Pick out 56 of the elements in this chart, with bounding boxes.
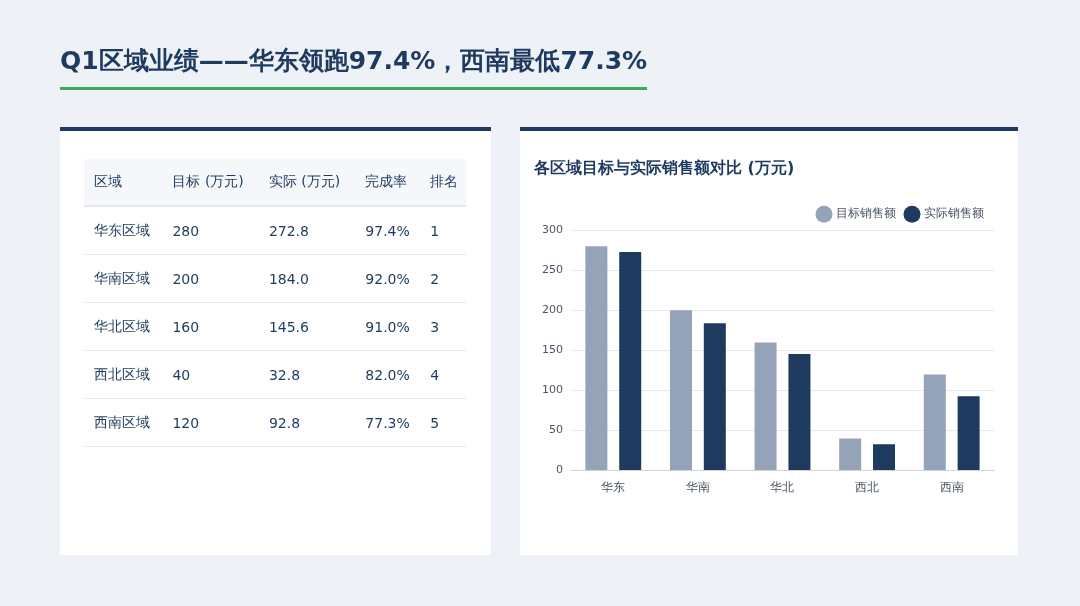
data-label: 145.6 — [258, 302, 356, 351]
data-label: 200 — [162, 254, 259, 303]
data-label: 3 — [420, 302, 466, 351]
x-tick-label: 目标 (万元) — [162, 159, 259, 206]
bar — [754, 342, 777, 471]
data-label: 4 — [420, 350, 466, 399]
y-tick-label: 华东区域 — [84, 206, 163, 255]
data-label: 120 — [162, 398, 259, 447]
data-label: 77.3% — [355, 398, 421, 447]
bar — [669, 310, 692, 471]
data-label: 5 — [420, 398, 466, 447]
y-axis-title: 区域 — [84, 159, 163, 206]
y-tick-label: 华北区域 — [84, 302, 163, 351]
chart-title: 各区域目标与实际销售额对比 (万元) — [533, 157, 795, 177]
bar — [839, 438, 862, 471]
y-tick-label: 西北区域 — [84, 350, 163, 399]
bar — [619, 252, 642, 471]
y-tick-label: 300 — [542, 223, 563, 237]
data-label: 272.8 — [258, 206, 356, 255]
legend-label: 目标销售额 — [836, 206, 896, 221]
bar — [703, 323, 726, 471]
data-label: 92.0% — [355, 254, 421, 303]
bar — [957, 396, 980, 471]
data-label: 2 — [420, 254, 466, 303]
x-tick-label: 西南 — [939, 479, 964, 494]
x-tick-label: 西北 — [855, 479, 880, 494]
data-label: 92.8 — [258, 398, 356, 447]
bar — [923, 374, 946, 471]
data-label: 32.8 — [258, 350, 356, 399]
y-tick-label: 0 — [556, 463, 563, 477]
y-tick-label: 华南区域 — [84, 254, 163, 303]
bar — [585, 246, 608, 471]
x-tick-label: 完成率 — [355, 159, 421, 206]
data-label: 184.0 — [258, 254, 356, 303]
bar — [788, 353, 811, 471]
legend-label: 实际销售额 — [924, 206, 984, 221]
x-tick-label: 实际 (万元) — [258, 159, 356, 206]
y-tick-label: 西南区域 — [84, 398, 163, 447]
y-tick-label: 200 — [542, 303, 563, 317]
x-tick-label: 华北 — [770, 479, 795, 494]
y-tick-label: 250 — [542, 263, 563, 277]
x-tick-label: 华南 — [685, 479, 710, 494]
data-label: 160 — [162, 302, 259, 351]
data-label: 91.0% — [355, 302, 421, 351]
chart-title: Q1区域业绩——华东领跑97.4%，西南最低77.3% — [60, 44, 648, 90]
data-label: 97.4% — [355, 206, 421, 255]
y-tick-label: 50 — [549, 423, 563, 437]
data-label: 82.0% — [355, 350, 421, 399]
data-label: 1 — [420, 206, 466, 255]
x-tick-label: 华东 — [601, 479, 626, 494]
x-tick-label: 排名 — [420, 159, 466, 206]
data-label: 280 — [162, 206, 259, 255]
y-tick-label: 150 — [542, 343, 563, 357]
y-tick-label: 100 — [542, 383, 563, 397]
bar — [873, 444, 896, 471]
data-label: 40 — [162, 350, 259, 399]
